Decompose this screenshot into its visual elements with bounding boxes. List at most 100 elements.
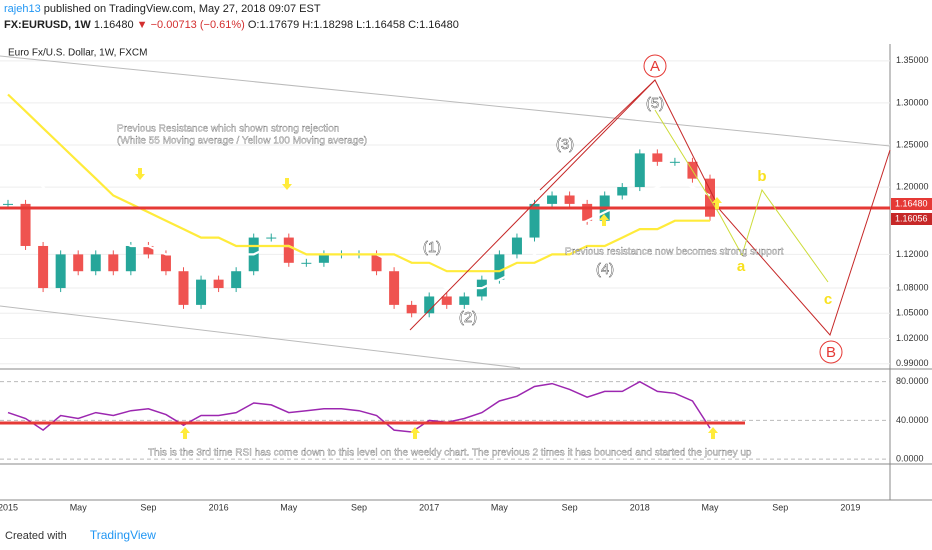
arrow <box>708 427 718 439</box>
x-tick-label: Sep <box>140 502 156 512</box>
candle <box>73 254 84 272</box>
wave-circle <box>643 54 667 78</box>
candle <box>634 153 645 188</box>
y-tick-label: 1.30000 <box>896 97 929 107</box>
candle <box>160 254 171 272</box>
x-tick-label: 2017 <box>419 502 439 512</box>
publish-line: rajeh13 published on TradingView.com, Ma… <box>4 3 321 15</box>
candle <box>196 279 207 305</box>
wave-label: (5) <box>646 95 664 112</box>
x-tick-label: Sep <box>351 502 367 512</box>
x-tick-label: Sep <box>772 502 788 512</box>
trendline <box>0 305 521 369</box>
candle <box>90 254 101 272</box>
wave-label: c <box>824 291 832 308</box>
candle <box>38 245 49 289</box>
candle <box>318 254 329 263</box>
y-tick-label: 1.08000 <box>896 282 929 292</box>
wave-label: (3) <box>556 136 574 153</box>
x-tick-label: 2016 <box>209 502 229 512</box>
trendline <box>0 55 891 147</box>
candle <box>406 304 417 314</box>
arrow <box>712 197 722 209</box>
arrow <box>180 427 190 439</box>
candle <box>125 245 136 272</box>
candle <box>3 203 13 205</box>
candle <box>143 245 154 255</box>
wave-label: B <box>826 344 836 361</box>
wave-label: A <box>650 58 660 75</box>
wave-abc <box>409 79 891 336</box>
candle <box>669 161 680 163</box>
arrow <box>599 214 609 226</box>
x-tick-label: 2015 <box>0 502 18 512</box>
note: Previous Resistance which shown strong r… <box>117 124 339 135</box>
symbol: FX:EURUSD, 1W <box>4 19 91 31</box>
candle <box>529 203 540 238</box>
candle <box>441 296 452 305</box>
y-tick-label: 0.0000 <box>896 453 924 463</box>
x-tick-label: May <box>280 502 298 512</box>
change: ▼ −0.00713 (−0.61%) <box>136 19 245 31</box>
y-tick-label: 1.12000 <box>896 249 929 259</box>
candle <box>424 296 435 314</box>
candle <box>705 178 715 217</box>
candle <box>582 203 593 221</box>
note: (White 55 Moving average / Yellow 100 Mo… <box>117 136 367 147</box>
candle <box>266 237 277 239</box>
y-tick-label: 1.25000 <box>896 139 929 149</box>
arrow <box>135 168 145 180</box>
wave-label: (4) <box>596 261 614 278</box>
last: 1.16480 <box>93 19 134 31</box>
author[interactable]: rajeh13 <box>4 3 41 15</box>
candle <box>547 195 558 204</box>
wave-label: (2) <box>459 309 477 326</box>
note: Previous resistance now becomes strong s… <box>565 247 784 258</box>
published: published on TradingView.com, May 27, 20… <box>43 3 321 15</box>
price-tag <box>891 213 932 225</box>
candle <box>301 262 312 264</box>
brand[interactable]: TradingView <box>89 528 156 542</box>
symbol-line: FX:EURUSD, 1W 1.16480 ▼ −0.00713 (−0.61%… <box>4 19 459 31</box>
candle <box>511 237 522 255</box>
wave-label: b <box>757 168 766 185</box>
note: This is the 3rd time RSI has come down t… <box>148 448 752 459</box>
x-tick-label: Sep <box>562 502 578 512</box>
candle <box>617 187 628 196</box>
y-tick-label: 80.0000 <box>896 376 929 386</box>
x-tick-label: 2019 <box>840 502 860 512</box>
candle <box>371 254 382 272</box>
x-tick-label: 2018 <box>630 502 650 512</box>
candle <box>494 254 505 280</box>
candle <box>213 279 224 289</box>
y-tick-label: 1.02000 <box>896 333 929 343</box>
price-tag <box>891 198 932 210</box>
channel <box>539 79 656 191</box>
candle <box>652 153 663 162</box>
price-label: 1.16480 <box>895 198 928 208</box>
y-tick-label: 0.99000 <box>896 358 929 368</box>
wave-label: a <box>737 258 746 275</box>
candle <box>108 254 119 272</box>
candle <box>20 203 31 246</box>
wave-abc-minor <box>654 109 829 283</box>
candle <box>389 271 400 305</box>
x-tick-label: May <box>701 502 719 512</box>
series-line <box>7 380 711 433</box>
candle <box>564 195 575 204</box>
candle <box>283 237 294 263</box>
footer: Created with TradingView <box>5 528 156 542</box>
y-tick-label: 40.0000 <box>896 415 929 425</box>
wave-label: (1) <box>423 239 441 256</box>
wave-circle <box>819 340 843 364</box>
arrows <box>135 168 722 439</box>
price-label: 1.16056 <box>895 213 928 223</box>
candle <box>55 254 66 289</box>
series-line <box>7 93 710 273</box>
arrow <box>282 178 292 190</box>
y-tick-label: 1.05000 <box>896 308 929 318</box>
x-tick-label: May <box>491 502 509 512</box>
candle <box>231 271 242 289</box>
x-tick-label: May <box>70 502 88 512</box>
